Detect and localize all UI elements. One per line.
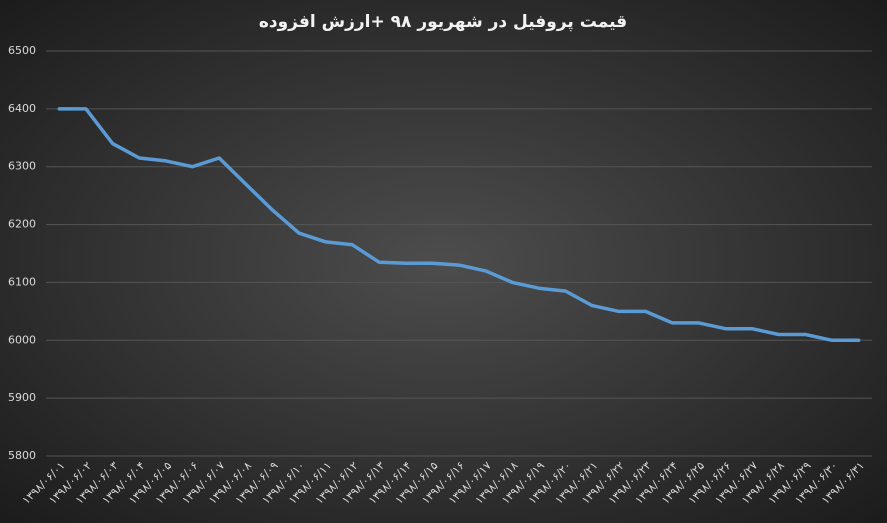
y-tick-label: 6200 [8,218,36,231]
y-tick-label: 5800 [8,449,36,462]
y-tick-label: 6100 [8,275,36,288]
y-tick-label: 6500 [8,44,36,57]
line-series [57,107,861,343]
y-tick-label: 5900 [8,391,36,404]
y-tick-label: 6300 [8,160,36,173]
y-tick-label: 6400 [8,102,36,115]
y-tick-label: 6000 [8,333,36,346]
chart-title: قیمت پروفیل در شهریور ۹۸ +ارزش افزوده [259,12,627,32]
